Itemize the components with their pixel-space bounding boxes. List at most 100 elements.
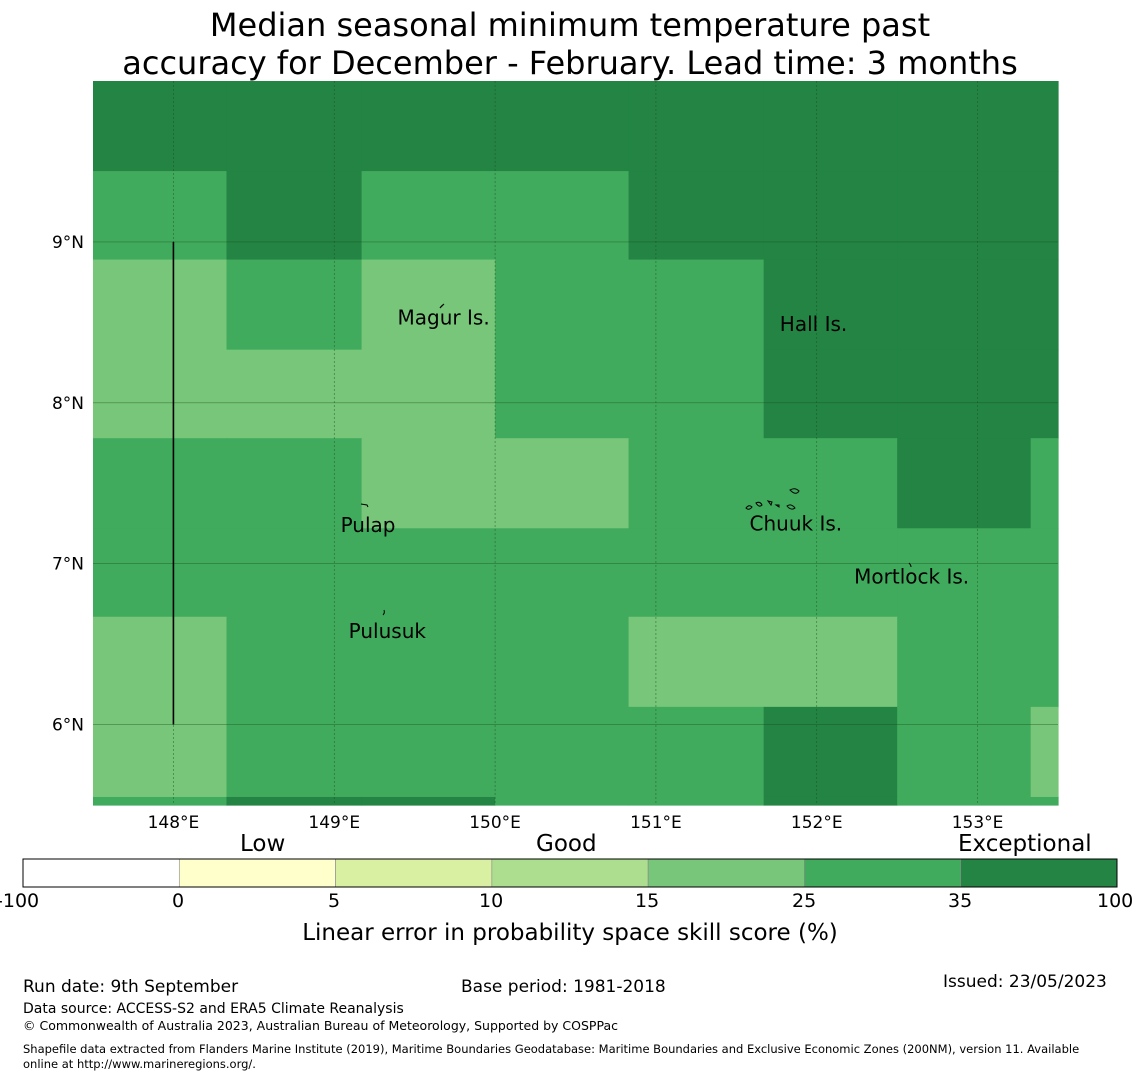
skill-cell bbox=[93, 349, 228, 439]
skill-cell bbox=[93, 616, 228, 708]
skill-cell bbox=[93, 796, 228, 806]
skill-cell bbox=[361, 438, 496, 529]
skill-cell bbox=[628, 796, 765, 806]
skill-cell bbox=[226, 349, 363, 439]
skill-cell bbox=[93, 438, 228, 529]
skill-cell bbox=[897, 259, 1032, 351]
colorbar-tick: 25 bbox=[792, 890, 817, 912]
colorbar-tick: 5 bbox=[328, 890, 341, 912]
colorbar-tick: 35 bbox=[948, 890, 973, 912]
graticule bbox=[93, 81, 1058, 805]
longitude-tick-labels: 148°E 149°E 150°E 151°E 152°E 153°E bbox=[148, 813, 1004, 833]
skill-cell bbox=[361, 796, 496, 806]
skill-cell bbox=[763, 259, 898, 351]
skill-grid bbox=[93, 81, 1059, 806]
skill-cell bbox=[495, 796, 630, 806]
skill-cell bbox=[93, 171, 228, 261]
colorbar-swatch bbox=[335, 858, 493, 888]
latitude-tick-label: 6°N bbox=[52, 716, 84, 736]
skill-cell bbox=[361, 706, 496, 798]
colorbar-category-low: Low bbox=[240, 831, 286, 857]
data-source: Data source: ACCESS-S2 and ERA5 Climate … bbox=[23, 1001, 404, 1017]
skill-cell bbox=[93, 259, 228, 351]
colorbar-frame bbox=[22, 858, 1118, 888]
latitude-tick-labels: 9°N 8°N 7°N 6°N bbox=[52, 233, 84, 736]
skill-cell bbox=[495, 171, 630, 261]
run-date: Run date: 9th September bbox=[23, 977, 239, 997]
latitude-tick-label: 9°N bbox=[52, 233, 84, 253]
longitude-tick-label: 151°E bbox=[630, 813, 682, 833]
skill-cell bbox=[361, 81, 496, 172]
latitude-tick-label: 8°N bbox=[52, 394, 84, 414]
colorbar-swatch bbox=[491, 858, 649, 888]
skill-cell bbox=[495, 616, 630, 708]
colorbar-swatch bbox=[647, 858, 805, 888]
skill-cell bbox=[361, 616, 496, 708]
colorbar-tick: 10 bbox=[479, 890, 504, 912]
skill-cell bbox=[495, 706, 630, 798]
skill-cell bbox=[1030, 616, 1059, 708]
shapefile-credit-line1: Shapefile data extracted from Flanders M… bbox=[23, 1042, 1080, 1056]
colorbar-swatch bbox=[22, 858, 180, 888]
skill-cell bbox=[897, 349, 1032, 439]
skill-cell bbox=[226, 528, 363, 618]
skill-cell bbox=[628, 171, 765, 261]
colorbar-category-exceptional: Exceptional bbox=[958, 831, 1092, 857]
skill-cell bbox=[897, 528, 1032, 618]
skill-cell bbox=[93, 706, 228, 798]
copyright-notice: © Commonwealth of Australia 2023, Austra… bbox=[23, 1018, 618, 1033]
skill-cell bbox=[93, 81, 228, 172]
skill-cell bbox=[495, 81, 630, 172]
latitude-tick-label: 7°N bbox=[52, 555, 84, 575]
issued-date: Issued: 23/05/2023 bbox=[943, 972, 1107, 992]
base-period: Base period: 1981-2018 bbox=[461, 977, 666, 997]
island-outline bbox=[439, 303, 445, 309]
place-label: Hall Is. bbox=[780, 312, 847, 336]
colorbar-tick: 15 bbox=[635, 890, 660, 912]
skill-cell bbox=[763, 171, 898, 261]
skill-cell bbox=[226, 81, 363, 172]
skill-cell bbox=[897, 616, 1032, 708]
skill-cell bbox=[1030, 259, 1059, 351]
skill-cell bbox=[1030, 528, 1059, 618]
island-outline bbox=[360, 503, 369, 508]
skill-cell bbox=[763, 528, 898, 618]
skill-cell bbox=[763, 796, 898, 806]
skill-cell bbox=[1030, 81, 1059, 172]
place-label: Pulusuk bbox=[349, 619, 427, 643]
skill-cell bbox=[226, 438, 363, 529]
skill-cell bbox=[226, 616, 363, 708]
skill-cell bbox=[495, 259, 630, 351]
colorbar-tick: 0 bbox=[172, 890, 185, 912]
colorbar-label: Linear error in probability space skill … bbox=[302, 920, 838, 946]
colorbar bbox=[22, 858, 1118, 888]
skill-cell bbox=[897, 706, 1032, 798]
skill-cell bbox=[93, 528, 228, 618]
longitude-tick-label: 148°E bbox=[148, 813, 200, 833]
skill-cell bbox=[763, 349, 898, 439]
place-label: Mortlock Is. bbox=[854, 565, 969, 589]
colorbar-swatch bbox=[178, 858, 336, 888]
skill-cell bbox=[226, 796, 363, 806]
place-label: Magur Is. bbox=[398, 306, 490, 330]
skill-cell bbox=[1030, 706, 1059, 798]
island-outline bbox=[745, 488, 800, 510]
skill-cell bbox=[226, 259, 363, 351]
skill-cell bbox=[226, 706, 363, 798]
skill-cell bbox=[763, 616, 898, 708]
skill-cell bbox=[897, 81, 1032, 172]
longitude-tick-label: 153°E bbox=[952, 813, 1004, 833]
skill-cell bbox=[361, 171, 496, 261]
skill-cell bbox=[495, 438, 630, 529]
longitude-tick-label: 152°E bbox=[791, 813, 843, 833]
island-outline bbox=[382, 609, 385, 616]
skill-cell bbox=[495, 349, 630, 439]
colorbar-category-good: Good bbox=[536, 831, 597, 857]
longitude-tick-label: 150°E bbox=[469, 813, 521, 833]
skill-cell bbox=[1030, 438, 1059, 529]
skill-cell bbox=[897, 171, 1032, 261]
skill-cell bbox=[763, 438, 898, 529]
map-title: Median seasonal minimum temperature past… bbox=[0, 6, 1140, 82]
longitude-tick-label: 149°E bbox=[308, 813, 360, 833]
map-title-line1: Median seasonal minimum temperature past bbox=[209, 6, 931, 44]
